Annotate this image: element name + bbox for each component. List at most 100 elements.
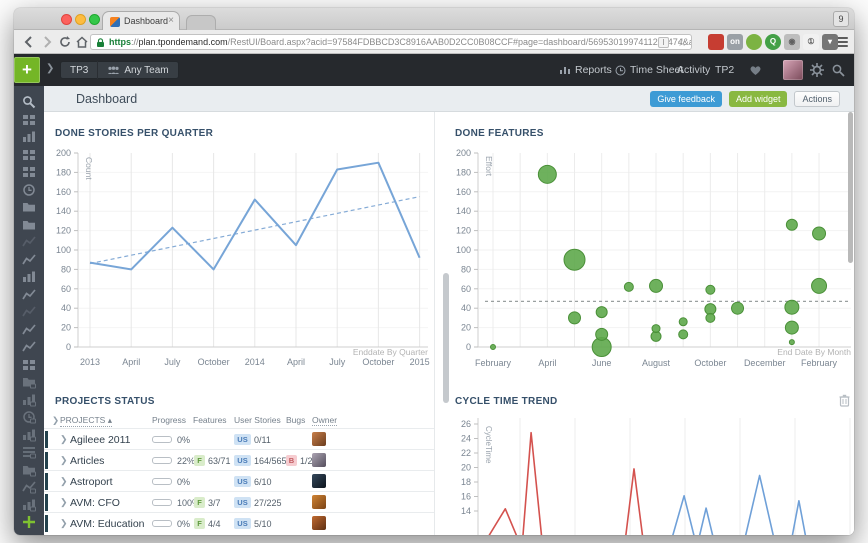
page-scrollbar-thumb[interactable] (848, 112, 853, 263)
owner-avatar (312, 474, 326, 488)
expand-all-chevron[interactable]: ❯ (52, 415, 60, 425)
table-row[interactable]: ❯ Astroport 0% US 6/10 (44, 470, 434, 491)
add-view-icon[interactable] (22, 515, 36, 529)
info-extension-icon[interactable]: ① (803, 34, 819, 50)
back-icon[interactable] (22, 35, 36, 49)
home-icon[interactable] (75, 35, 89, 49)
tab-count-badge[interactable]: 9 (833, 11, 849, 27)
line-chart-icon[interactable] (22, 253, 36, 267)
url-bar[interactable]: https://plan.tpondemand.com/RestUI/Board… (90, 34, 692, 50)
favorites-heart-icon[interactable] (749, 64, 762, 76)
folder-icon[interactable] (22, 218, 36, 232)
bar-chart-locked-icon[interactable] (22, 428, 36, 442)
table-row[interactable]: ❯ AVM: CFO 100% F 3/7 US 27/225 (44, 491, 434, 512)
pin-extension-icon[interactable]: Q (765, 34, 781, 50)
actions-button[interactable]: Actions (794, 91, 840, 107)
add-button[interactable]: + (14, 57, 40, 83)
expand-row-chevron[interactable]: ❯ (60, 476, 68, 486)
mask-extension-icon[interactable] (708, 34, 724, 50)
nav-item-time-sheet[interactable]: Time Sheet (615, 64, 683, 76)
svg-text:120: 120 (56, 226, 71, 236)
page-action-icon[interactable]: I (658, 37, 669, 48)
camera-extension-icon[interactable]: ◉ (784, 34, 800, 50)
done-stories-chart: 0 20 40 60 80 100 120 140 160 180 200 2013 April July… (50, 140, 436, 387)
forward-icon[interactable] (40, 35, 54, 49)
user-story-count: 6/10 (254, 477, 272, 487)
svg-text:180: 180 (456, 167, 471, 177)
project-accent-bar (45, 473, 48, 490)
cast-extension-icon[interactable]: on (727, 34, 743, 50)
close-window-button[interactable] (61, 14, 72, 25)
board-icon[interactable] (22, 165, 36, 179)
line-chart-locked-icon[interactable] (22, 480, 36, 494)
expand-row-chevron[interactable]: ❯ (60, 434, 68, 444)
line-chart-icon[interactable] (22, 235, 36, 249)
search-icon[interactable] (832, 64, 845, 77)
zoom-window-button[interactable] (89, 14, 100, 25)
project-selector[interactable]: TP3 (70, 64, 89, 76)
line-chart-icon[interactable] (22, 305, 36, 319)
column-owner[interactable]: Owner (312, 415, 338, 426)
chevron-right-icon[interactable]: ❯ (46, 63, 55, 74)
pocket-extension-icon[interactable]: ▾ (822, 34, 838, 50)
team-selector[interactable]: Any Team (98, 65, 177, 76)
line-chart-icon[interactable] (22, 340, 36, 354)
tab-close-icon[interactable]: × (168, 15, 174, 26)
list-locked-icon[interactable] (22, 445, 36, 459)
table-row[interactable]: ❯ AVM: Education 0% F 4/4 US 5/10 (44, 512, 434, 533)
column-user-stories: User Stories (234, 415, 281, 425)
bar-chart-locked-icon[interactable] (22, 393, 36, 407)
svg-text:60: 60 (61, 284, 71, 294)
line-chart-icon[interactable] (22, 323, 36, 337)
column-scrollbar-thumb[interactable] (443, 273, 449, 403)
progress-bar (152, 520, 172, 527)
svg-text:160: 160 (456, 187, 471, 197)
bar-chart-locked-icon[interactable] (22, 498, 36, 512)
column-projects[interactable]: PROJECTS ▴ (60, 415, 112, 427)
left-sidebar (14, 86, 44, 535)
table-row[interactable]: ❯ Articles 22% F 63/71 US 164/565 B 1/2 (44, 449, 434, 470)
clock-locked-icon[interactable] (22, 410, 36, 424)
user-avatar[interactable] (783, 60, 803, 80)
context-selector[interactable]: TP3 Any Team (60, 61, 179, 79)
nav-item-tp2[interactable]: TP2 (715, 64, 734, 76)
delete-widget-trash-icon[interactable] (839, 394, 850, 407)
refresh-icon[interactable] (58, 35, 72, 49)
nav-item-activity[interactable]: Activity (677, 64, 710, 76)
folder-locked-icon[interactable] (22, 375, 36, 389)
owner-avatar (312, 495, 326, 509)
bar-chart-icon[interactable] (22, 270, 36, 284)
bug-count: 1/2 (300, 456, 313, 466)
board-icon[interactable] (22, 148, 36, 162)
board-icon[interactable] (22, 113, 36, 127)
give-feedback-button[interactable]: Give feedback (650, 91, 722, 107)
search-icon[interactable] (22, 95, 36, 109)
line-chart-icon[interactable] (22, 288, 36, 302)
minimize-window-button[interactable] (75, 14, 86, 25)
svg-text:200: 200 (56, 148, 71, 158)
board-icon[interactable] (22, 358, 36, 372)
table-row[interactable]: ❯ Agileee 2011 0% US 0/11 (44, 428, 434, 449)
browser-tab[interactable]: Dashboard × (102, 11, 180, 31)
bar-chart-icon[interactable] (22, 130, 36, 144)
clock-icon[interactable] (22, 183, 36, 197)
progress-percent: 0% (177, 435, 191, 445)
chrome-menu-icon[interactable] (833, 35, 848, 48)
svg-text:40: 40 (461, 303, 471, 313)
bookmark-star-icon[interactable]: ☆ (677, 37, 687, 49)
expand-row-chevron[interactable]: ❯ (60, 455, 68, 465)
expand-row-chevron[interactable]: ❯ (60, 518, 68, 528)
feature-count: 4/4 (208, 519, 221, 529)
folder-icon[interactable] (22, 200, 36, 214)
new-tab-button[interactable] (186, 15, 216, 30)
nav-item-reports[interactable]: Reports (560, 64, 612, 76)
expand-row-chevron[interactable]: ❯ (60, 497, 68, 507)
svg-text:80: 80 (461, 264, 471, 274)
progress-bar (152, 436, 172, 443)
green-ball-extension-icon[interactable] (746, 34, 762, 50)
add-widget-button[interactable]: Add widget (728, 91, 788, 107)
tab-bar: Dashboard × 9 (14, 8, 854, 31)
settings-gear-icon[interactable] (810, 63, 824, 77)
svg-text:16: 16 (461, 492, 471, 502)
folder-locked-icon[interactable] (22, 463, 36, 477)
